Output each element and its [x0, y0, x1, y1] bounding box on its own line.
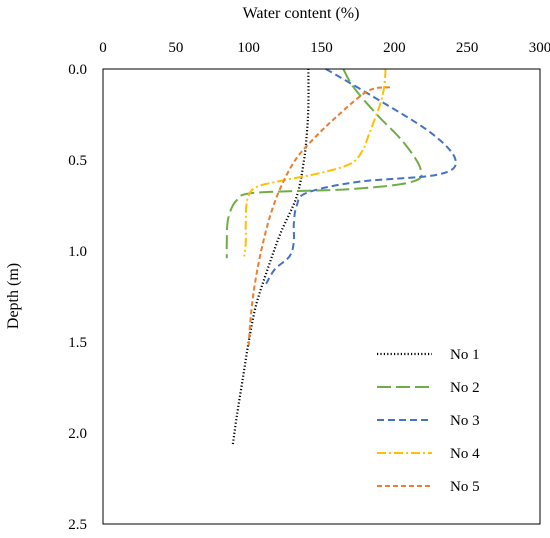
legend-label: No 1 [450, 347, 480, 363]
x-tick-label: 50 [168, 40, 183, 56]
legend-label: No 4 [450, 446, 480, 462]
y-tick-label: 0.0 [68, 62, 87, 78]
x-tick-label: 300 [529, 40, 550, 56]
x-tick-label: 100 [237, 40, 260, 56]
x-tick-label: 150 [310, 40, 333, 56]
y-tick-label: 0.5 [68, 153, 87, 169]
legend-label: No 5 [450, 479, 480, 495]
y-axis-title: Depth (m) [5, 263, 22, 329]
x-tick-label: 200 [383, 40, 406, 56]
axis-ticks: 0 50 100 150 200 250 300 0.0 0.5 1.0 1.5 2.0 2.5 [68, 40, 550, 533]
legend-label: No 3 [450, 413, 480, 429]
y-tick-label: 2.0 [68, 426, 87, 442]
y-tick-label: 1.0 [68, 244, 87, 260]
series-line-4 [243, 68, 387, 257]
y-tick-label: 1.5 [68, 335, 87, 351]
x-tick-label: 250 [456, 40, 479, 56]
plot-frame [102, 68, 541, 525]
series-group [225, 68, 457, 446]
series-line-5 [247, 86, 391, 346]
series-line-2 [225, 68, 423, 259]
series-line-1 [231, 68, 310, 446]
series-line-3 [265, 68, 457, 285]
legend-label: No 2 [450, 380, 480, 396]
y-tick-label: 2.5 [68, 517, 87, 533]
legend: No 1 No 2 No 3 No 4 No 5 [377, 347, 480, 495]
x-tick-label: 0 [99, 40, 107, 56]
x-axis-title: Water content (%) [243, 5, 360, 22]
